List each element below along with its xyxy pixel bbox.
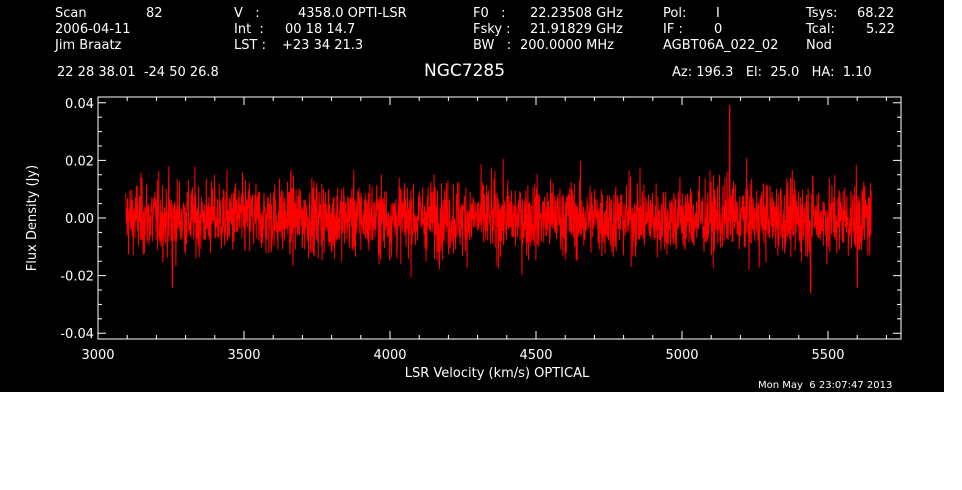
source-name: NGC7285 <box>424 61 506 81</box>
if-value: 0 <box>714 22 723 37</box>
pol-label: Pol: <box>663 6 687 21</box>
plot-timestamp: Mon May 6 23:07:47 2013 <box>758 380 893 391</box>
x-tick-label: 3000 <box>81 348 114 363</box>
x-tick-label: 3500 <box>227 348 260 363</box>
y-tick-label: -0.04 <box>60 327 94 342</box>
y-axis-label: Flux Density (Jy) <box>25 165 40 271</box>
scan-label: Scan <box>55 6 87 21</box>
lst-label: LST : <box>234 38 266 53</box>
x-tick-label: 4500 <box>519 348 552 363</box>
obs-date: 2006-04-11 <box>55 22 131 37</box>
bw-value: 200.0000 MHz <box>520 38 614 53</box>
y-tick-label: 0.04 <box>65 97 94 112</box>
obs-mode: Nod <box>806 38 832 53</box>
x-axis-label: LSR Velocity (km/s) OPTICAL <box>405 366 590 381</box>
tcal-value: 5.22 <box>866 22 895 37</box>
if-label: IF : <box>663 22 683 37</box>
y-tick-label: 0.02 <box>65 154 94 169</box>
plot-panel: Scan 82 2006-04-11 Jim Braatz V : 4358.0… <box>0 0 944 392</box>
x-tick-label: 5500 <box>811 348 844 363</box>
int-value: 00 18 14.7 <box>285 22 356 37</box>
pol-value: I <box>716 6 720 21</box>
tcal-label: Tcal: <box>806 22 835 37</box>
x-tick-label: 5000 <box>665 348 698 363</box>
tsys-label: Tsys: <box>806 6 838 21</box>
tsys-value: 68.22 <box>857 6 895 21</box>
spectrum-trace <box>125 105 872 294</box>
bw-label: BW : <box>473 38 512 53</box>
spectrum-chart: 3000 3500 4000 4500 5000 5500 -0.04 -0.02 0.00 0.… <box>25 96 902 381</box>
lst-value: +23 34 21.3 <box>282 38 364 53</box>
observer: Jim Braatz <box>55 38 122 53</box>
v-label: V : <box>234 6 260 21</box>
int-label: Int : <box>234 22 264 37</box>
v-value: 4358.0 OPTI-LSR <box>298 6 407 21</box>
sky-coords: 22 28 38.01 -24 50 26.8 <box>57 65 219 80</box>
f0-value: 22.23508 GHz <box>530 6 623 21</box>
scan-value: 82 <box>146 6 163 21</box>
f0-label: F0 : <box>473 6 506 21</box>
x-tick-label: 4000 <box>373 348 406 363</box>
az-el-ha: Az: 196.3 El: 25.0 HA: 1.10 <box>672 65 872 80</box>
y-tick-label: 0.00 <box>65 212 94 227</box>
fsky-value: 21.91829 GHz <box>530 22 623 37</box>
y-tick-label: -0.02 <box>60 270 94 285</box>
fsky-label: Fsky : <box>473 22 511 37</box>
project-id: AGBT06A_022_02 <box>663 38 779 53</box>
